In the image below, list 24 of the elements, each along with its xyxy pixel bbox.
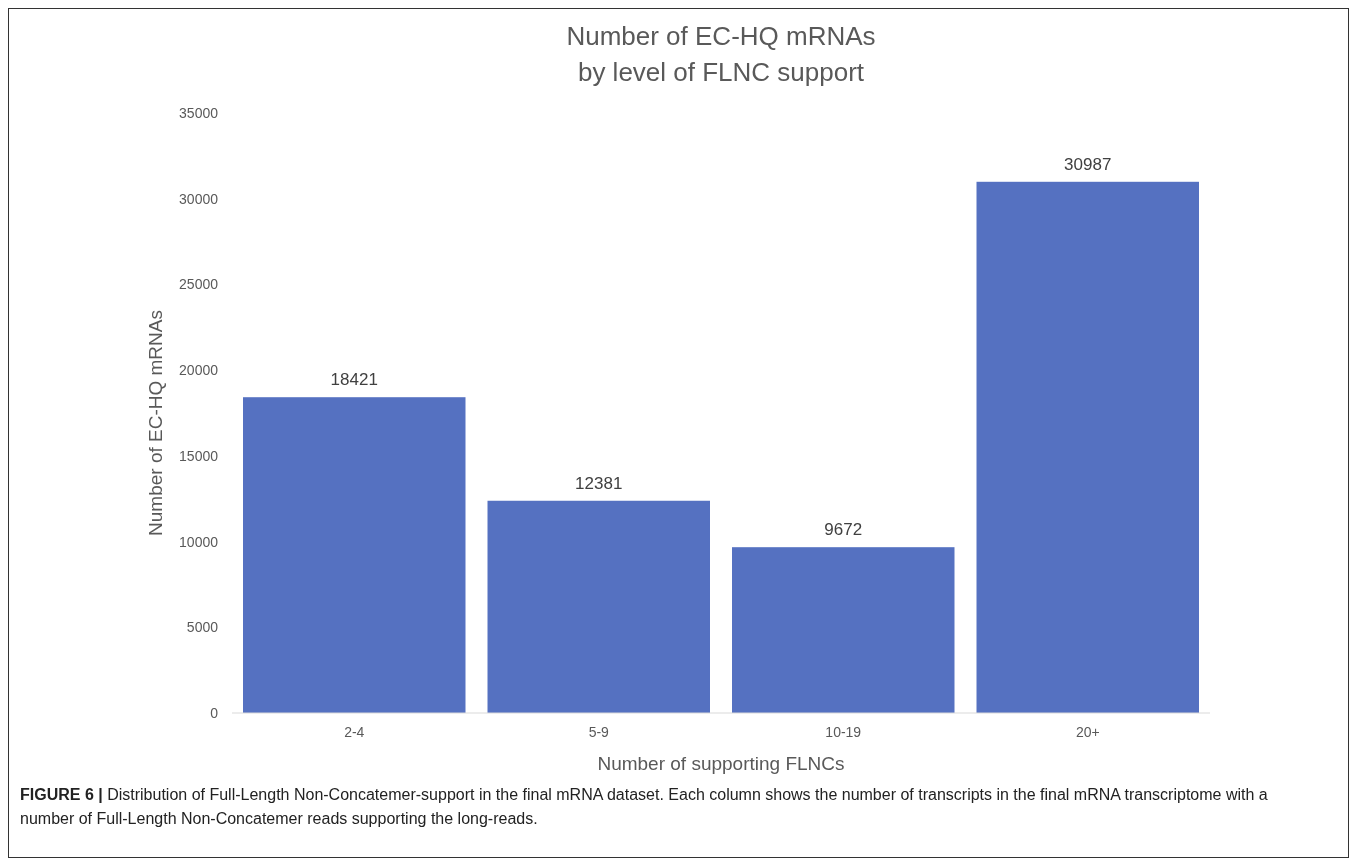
y-tick-label: 35000 — [179, 104, 219, 121]
data-label: 30987 — [1064, 154, 1112, 174]
y-tick-label: 15000 — [179, 447, 219, 464]
y-tick-label: 10000 — [179, 533, 219, 550]
x-axis-title: Number of supporting FLNCs — [597, 753, 845, 774]
y-tick-label: 30000 — [179, 190, 219, 207]
chart-title: Number of EC-HQ mRNAs by level of FLNC support — [566, 21, 876, 87]
y-tick-label: 25000 — [179, 276, 219, 293]
y-tick-label: 0 — [210, 704, 219, 721]
x-tick-label: 10-19 — [825, 723, 862, 740]
data-label: 9672 — [824, 520, 863, 540]
data-label: 18421 — [330, 370, 378, 390]
caption: FIGURE 6 | Distribution of Full-Length Non-Concatemer-support in the final mRNA dataset. Each column shows the number of transcripts in the final mRNA transcriptome with a number of Full-Length Non-Concatemer reads supporting the long-reads. — [20, 786, 1268, 827]
x-tick-label: 2-4 — [344, 723, 365, 740]
bar — [243, 397, 466, 713]
y-axis-title: Number of EC-HQ mRNAs — [145, 310, 166, 536]
y-tick-label: 20000 — [179, 362, 219, 379]
y-tick-label: 5000 — [186, 619, 219, 636]
bar — [976, 181, 1199, 713]
x-tick-label: 20+ — [1075, 723, 1100, 740]
bar — [487, 500, 710, 713]
x-tick-label: 5-9 — [588, 723, 610, 740]
bar — [732, 547, 955, 713]
data-label: 12381 — [575, 473, 623, 493]
